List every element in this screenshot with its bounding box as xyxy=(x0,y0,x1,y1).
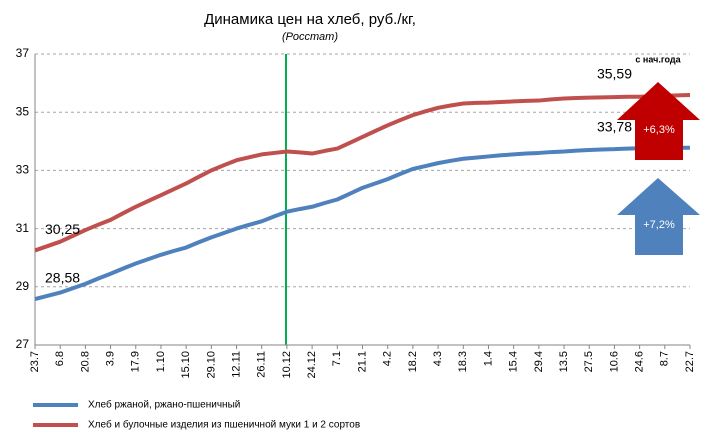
data-label: 28,58 xyxy=(45,270,80,286)
y-tick-label: 33 xyxy=(16,163,30,177)
y-tick-label: 27 xyxy=(16,337,30,351)
x-tick-label: 29.4 xyxy=(533,351,545,372)
x-tick-label: 7.1 xyxy=(331,351,343,366)
x-tick-label: 23.7 xyxy=(29,351,41,372)
chart-subtitle: (Росстат) xyxy=(282,31,338,43)
x-tick-label: 29.10 xyxy=(205,351,217,379)
x-tick-label: 22.7 xyxy=(684,351,696,372)
series-line xyxy=(34,93,691,253)
growth-arrow xyxy=(617,82,700,160)
x-tick-label: 10.6 xyxy=(608,351,620,372)
x-tick-label: 18.3 xyxy=(457,351,469,372)
x-tick-label: 24.12 xyxy=(306,351,318,379)
x-tick-label: 15.10 xyxy=(180,351,192,379)
x-tick-label: 4.2 xyxy=(382,351,394,366)
x-tick-label: 3.9 xyxy=(104,351,116,366)
x-tick-label: 26.11 xyxy=(256,351,268,378)
annotation-header: с нач.года xyxy=(635,54,681,64)
growth-arrow xyxy=(617,178,700,255)
x-tick-label: 12.11 xyxy=(230,351,242,378)
x-tick-label: 4.3 xyxy=(432,351,444,366)
y-tick-label: 31 xyxy=(16,221,30,235)
x-tick-label: 18.2 xyxy=(407,351,419,372)
x-tick-label: 17.9 xyxy=(130,351,142,372)
x-tick-label: 1.4 xyxy=(482,351,494,366)
chart-title: Динамика цен на хлеб, руб./кг, xyxy=(204,11,416,28)
growth-label: +6,3% xyxy=(643,124,675,136)
data-label: 30,25 xyxy=(45,221,80,237)
y-tick-label: 35 xyxy=(16,104,30,118)
legend-label: Хлеб ржаной, ржано-пшеничный xyxy=(88,399,240,411)
data-label: 33,78 xyxy=(597,118,632,134)
y-tick-label: 37 xyxy=(16,46,30,60)
x-tick-label: 21.1 xyxy=(356,351,368,372)
growth-label: +7,2% xyxy=(643,219,675,231)
x-tick-label: 10.12 xyxy=(281,351,293,379)
series-line xyxy=(34,145,690,301)
legend-label: Хлеб и булочные изделия из пшеничной мук… xyxy=(88,419,360,431)
x-tick-label: 8.7 xyxy=(659,351,671,366)
x-tick-label: 13.5 xyxy=(558,351,570,372)
x-tick-label: 24.6 xyxy=(634,351,646,372)
x-tick-label: 6.8 xyxy=(54,351,66,366)
x-tick-label: 1.10 xyxy=(155,351,167,372)
x-tick-label: 20.8 xyxy=(79,351,91,372)
y-tick-label: 29 xyxy=(16,279,30,293)
x-tick-label: 27.5 xyxy=(583,351,595,372)
data-label: 35,59 xyxy=(597,66,632,82)
x-tick-label: 15.4 xyxy=(508,351,520,372)
